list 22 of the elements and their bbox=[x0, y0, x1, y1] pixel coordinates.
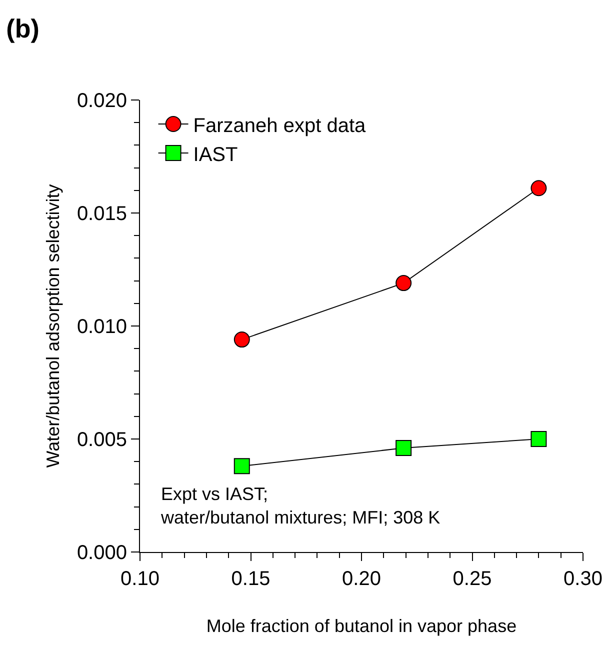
point bbox=[234, 332, 250, 348]
y-tick-label: 0.010 bbox=[76, 316, 127, 338]
annotation: Expt vs IAST; water/butanol mixtures; MFI; 308 K bbox=[160, 484, 440, 528]
point bbox=[530, 431, 547, 447]
x-tick-label: 0.15 bbox=[231, 568, 270, 590]
y-tick-label: 0.000 bbox=[76, 542, 127, 564]
point bbox=[530, 180, 547, 196]
legend-label: Farzaneh expt data bbox=[193, 114, 366, 137]
point bbox=[396, 440, 412, 456]
x-tick-label: 0.20 bbox=[342, 568, 381, 590]
x-tick-label: 0.10 bbox=[120, 568, 160, 590]
point bbox=[234, 458, 250, 474]
y-tick-label: 0.020 bbox=[76, 90, 127, 112]
chart-title: (b) bbox=[6, 14, 40, 44]
legend-label: IAST bbox=[193, 144, 238, 166]
y-tick-label: 0.005 bbox=[76, 429, 127, 451]
x-axis-title: Mole fraction of butanol in vapor phase bbox=[206, 616, 517, 636]
x-tick-label: 0.25 bbox=[452, 568, 492, 590]
x-tick-label: 0.30 bbox=[564, 568, 602, 590]
y-axis-title: Water/butanol adsorption selectivity bbox=[43, 184, 64, 468]
point bbox=[396, 275, 412, 292]
y-tick-label: 0.015 bbox=[76, 203, 127, 225]
